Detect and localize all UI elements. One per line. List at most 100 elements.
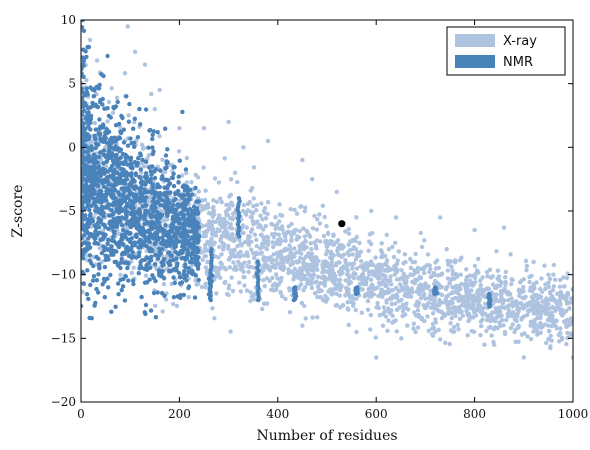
- xray-point: [303, 254, 308, 260]
- nmr-point: [126, 261, 131, 266]
- xray-point: [310, 177, 315, 182]
- nmr-point: [97, 167, 102, 173]
- xray-point: [322, 214, 327, 220]
- xray-point: [426, 328, 431, 333]
- xray-point: [493, 325, 498, 330]
- nmr-point: [180, 109, 185, 115]
- xray-point: [540, 305, 546, 311]
- xray-point: [163, 297, 169, 302]
- xray-point: [478, 278, 483, 283]
- xray-point: [261, 208, 267, 213]
- xray-point: [363, 280, 369, 285]
- xray-point: [306, 254, 312, 259]
- xray-point: [522, 331, 527, 336]
- nmr-point: [120, 115, 125, 121]
- xray-point: [165, 217, 170, 222]
- xray-point: [397, 289, 402, 294]
- nmr-point: [94, 286, 99, 292]
- xray-point: [281, 231, 286, 236]
- ticks-layer: 0 200 400 600 800 1000 10 5 0 −5 −10 −15 −20: [51, 13, 589, 421]
- xray-point: [124, 225, 129, 230]
- xray-point: [437, 282, 442, 288]
- xray-point: [379, 241, 384, 246]
- xray-point: [374, 305, 379, 310]
- xray-point: [413, 329, 418, 335]
- nmr-point: [95, 160, 100, 165]
- xray-point: [501, 225, 507, 230]
- xray-point: [302, 285, 308, 290]
- xray-point: [528, 336, 534, 342]
- xray-point: [421, 267, 426, 272]
- xray-point: [219, 262, 224, 267]
- xray-point: [472, 227, 477, 233]
- xray-point: [464, 267, 469, 272]
- nmr-point: [164, 177, 169, 182]
- xray-point: [521, 296, 527, 301]
- nmr-point: [85, 106, 91, 111]
- xray-point: [184, 180, 189, 185]
- nmr-point: [85, 268, 90, 273]
- xray-point: [81, 289, 85, 294]
- nmr-point: [192, 255, 197, 261]
- xray-point: [264, 276, 270, 281]
- nmr-point: [291, 297, 296, 303]
- xray-point: [538, 315, 543, 320]
- xray-point: [550, 288, 556, 293]
- nmr-point: [81, 108, 87, 114]
- xray-point: [308, 274, 314, 279]
- nmr-point: [172, 231, 177, 236]
- nmr-point: [149, 225, 154, 231]
- nmr-point: [91, 168, 97, 174]
- nmr-point: [178, 295, 183, 300]
- xray-point: [298, 270, 303, 275]
- xray-point: [263, 223, 268, 229]
- nmr-point: [172, 207, 177, 213]
- nmr-point: [155, 130, 160, 135]
- xray-point: [377, 313, 382, 318]
- xray-point: [316, 258, 321, 264]
- nmr-point: [108, 272, 113, 278]
- xray-point: [334, 302, 340, 308]
- xray-point: [549, 323, 554, 329]
- xray-point: [388, 274, 393, 279]
- nmr-point: [102, 106, 107, 111]
- nmr-point: [168, 253, 173, 258]
- xray-point: [283, 296, 288, 302]
- xray-point: [421, 270, 427, 276]
- xray-point: [329, 256, 335, 261]
- xray-point: [551, 272, 556, 277]
- xray-point: [341, 252, 347, 257]
- xray-point: [519, 289, 525, 295]
- xray-point: [454, 273, 459, 278]
- xray-point: [529, 273, 534, 279]
- xray-point: [277, 202, 282, 207]
- xray-point: [546, 329, 552, 334]
- xray-point: [84, 78, 89, 83]
- xray-point: [228, 225, 233, 230]
- xray-point: [265, 242, 271, 247]
- nmr-point: [148, 179, 153, 184]
- nmr-point: [187, 197, 192, 202]
- xray-point: [570, 287, 573, 292]
- nmr-point: [159, 290, 165, 296]
- xray-point: [494, 298, 500, 303]
- nmr-point: [162, 185, 167, 190]
- xray-point: [393, 215, 399, 220]
- xray-point: [309, 279, 314, 284]
- xray-point: [430, 326, 435, 331]
- xray-point: [445, 258, 450, 263]
- nmr-point: [81, 103, 86, 109]
- xray-point: [284, 247, 290, 252]
- xray-point: [249, 247, 254, 252]
- xray-point: [399, 336, 404, 341]
- nmr-point: [143, 208, 148, 214]
- nmr-point: [83, 49, 88, 54]
- nmr-point: [132, 116, 137, 122]
- xray-point: [441, 312, 447, 318]
- nmr-point: [136, 156, 141, 161]
- xray-point: [509, 281, 514, 287]
- xray-point: [294, 259, 299, 264]
- xray-point: [438, 337, 443, 342]
- xray-point: [470, 283, 475, 288]
- nmr-point: [156, 224, 162, 230]
